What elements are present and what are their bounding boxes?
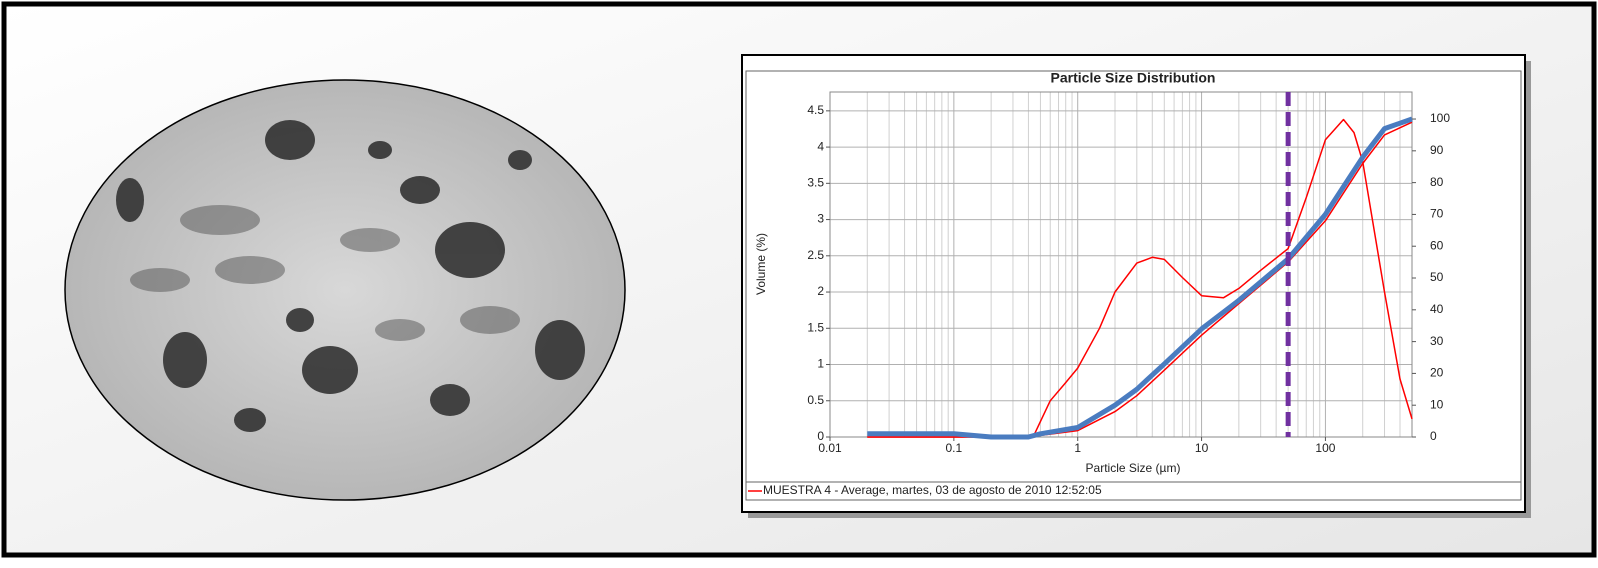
slide: Particle Size Distribution Particle Size… [0,0,1598,563]
y2-tick-label: 30 [1430,334,1444,348]
y2-tick-label: 50 [1430,270,1444,284]
y2-tick-label: 0 [1430,429,1437,443]
y-tick-label: 4 [817,139,824,153]
y-tick-label: 3.5 [807,175,824,189]
x-tick-label: 0.01 [818,441,842,455]
y-tick-label: 0.5 [807,393,824,407]
x-tick-label: 1 [1074,441,1081,455]
page: {"chart_data": { "type": "line", "title"… [0,0,1598,563]
y2-tick-label: 100 [1430,111,1450,125]
y2-tick-label: 10 [1430,397,1444,411]
y2-tick-label: 70 [1430,207,1444,221]
y-tick-label: 4.5 [807,103,824,117]
x-tick-label: 10 [1195,441,1209,455]
x-axis-label: Particle Size (µm) [1086,461,1181,475]
y-tick-label: 3 [817,212,824,226]
x-tick-label: 100 [1315,441,1335,455]
legend-label: MUESTRA 4 - Average, martes, 03 de agost… [763,483,1102,497]
y-tick-label: 0 [817,429,824,443]
y-tick-label: 2 [817,284,824,298]
micrograph [65,80,625,500]
y2-tick-label: 80 [1430,175,1444,189]
x-tick-label: 0.1 [946,441,963,455]
y-tick-label: 1.5 [807,320,824,334]
y2-tick-label: 60 [1430,238,1444,252]
y-axis-label: Volume (%) [754,233,768,295]
y2-tick-label: 40 [1430,302,1444,316]
chart-title: Particle Size Distribution [1051,70,1216,86]
y2-tick-label: 90 [1430,143,1444,157]
y2-tick-label: 20 [1430,366,1444,380]
y-tick-label: 1 [817,357,824,371]
y-tick-label: 2.5 [807,248,824,262]
